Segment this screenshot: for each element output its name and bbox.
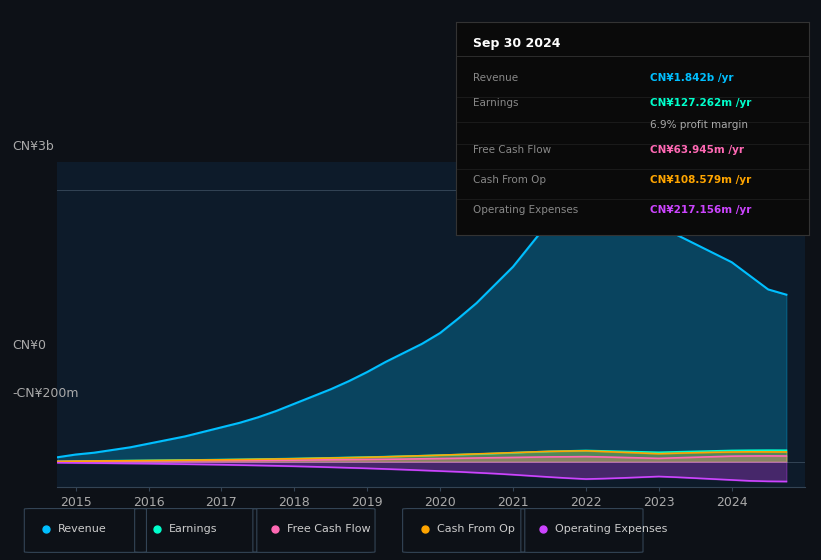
Text: Earnings: Earnings xyxy=(168,524,217,534)
Text: CN¥108.579m /yr: CN¥108.579m /yr xyxy=(650,175,751,185)
Text: Sep 30 2024: Sep 30 2024 xyxy=(474,38,561,50)
Text: CN¥217.156m /yr: CN¥217.156m /yr xyxy=(650,204,751,214)
Text: Operating Expenses: Operating Expenses xyxy=(474,204,579,214)
Text: Free Cash Flow: Free Cash Flow xyxy=(474,145,552,155)
Text: CN¥1.842b /yr: CN¥1.842b /yr xyxy=(650,73,733,83)
Text: Revenue: Revenue xyxy=(474,73,518,83)
Text: CN¥3b: CN¥3b xyxy=(12,139,54,153)
Text: Operating Expenses: Operating Expenses xyxy=(555,524,667,534)
Text: CN¥127.262m /yr: CN¥127.262m /yr xyxy=(650,98,751,108)
Text: CN¥0: CN¥0 xyxy=(12,339,47,352)
Text: Cash From Op: Cash From Op xyxy=(474,175,546,185)
Text: Free Cash Flow: Free Cash Flow xyxy=(287,524,370,534)
Text: Cash From Op: Cash From Op xyxy=(437,524,515,534)
Text: CN¥63.945m /yr: CN¥63.945m /yr xyxy=(650,145,744,155)
Text: 6.9% profit margin: 6.9% profit margin xyxy=(650,119,748,129)
Text: Revenue: Revenue xyxy=(58,524,107,534)
Text: -CN¥200m: -CN¥200m xyxy=(12,386,79,399)
Text: Earnings: Earnings xyxy=(474,98,519,108)
